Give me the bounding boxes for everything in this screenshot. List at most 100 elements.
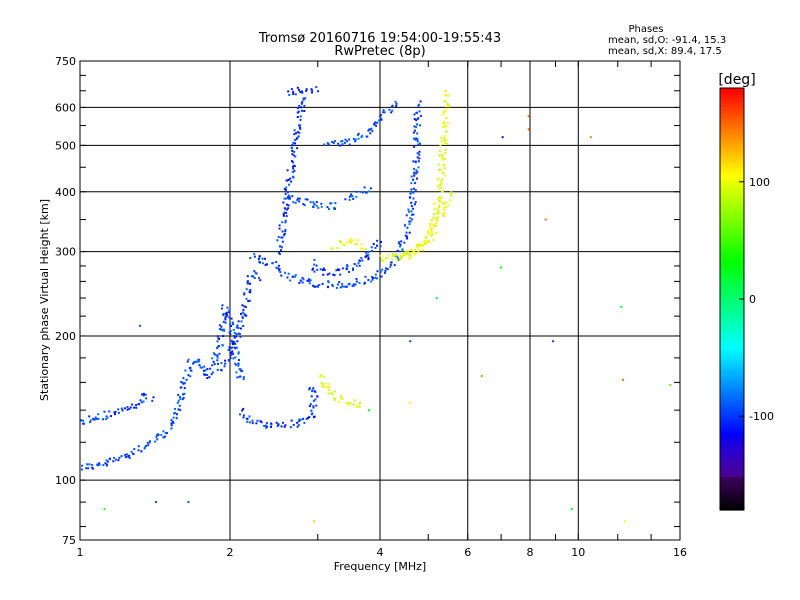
echo-point xyxy=(395,102,398,105)
echo-point xyxy=(86,463,89,466)
echo-point xyxy=(412,250,415,253)
echo-point xyxy=(197,358,200,361)
colorbar-segment xyxy=(720,134,744,138)
echo-point xyxy=(427,230,430,233)
colorbar-segment xyxy=(720,479,744,483)
colorbar-segment xyxy=(720,228,744,232)
echo-point xyxy=(352,283,355,286)
echo-point xyxy=(202,369,205,372)
echo-point xyxy=(439,144,442,147)
echo-point xyxy=(265,426,268,429)
echo-point xyxy=(212,360,215,363)
echo-point xyxy=(334,140,337,142)
echo-point xyxy=(193,361,196,364)
scatter-point xyxy=(480,374,483,377)
echo-point xyxy=(333,390,336,393)
echo-point xyxy=(320,382,323,385)
echo-point xyxy=(244,314,246,317)
echo-point xyxy=(213,353,216,356)
echo-point xyxy=(311,268,314,271)
echo-point xyxy=(447,122,449,125)
echo-point xyxy=(308,405,311,408)
echo-point xyxy=(379,245,382,248)
scatter-point xyxy=(527,128,530,131)
echo-point xyxy=(305,418,308,421)
scatter-point xyxy=(570,508,573,511)
echo-point xyxy=(264,424,267,427)
colorbar-segment xyxy=(720,167,744,171)
echo-point xyxy=(393,264,396,267)
colorbar-segment xyxy=(720,261,744,265)
echo-point xyxy=(443,206,446,209)
echo-point xyxy=(433,213,436,215)
echo-point xyxy=(278,268,281,271)
echo-point xyxy=(436,217,439,220)
echo-point xyxy=(353,263,356,265)
echo-point xyxy=(433,225,436,228)
echo-point xyxy=(97,417,100,420)
echo-point xyxy=(118,456,121,459)
echo-point xyxy=(340,395,342,398)
echo-point xyxy=(359,190,362,193)
colorbar-segment xyxy=(720,430,744,434)
colorbar-segment xyxy=(720,102,744,106)
echo-point xyxy=(391,104,394,107)
echo-point xyxy=(397,249,400,252)
colorbar-segment xyxy=(720,357,744,361)
echo-point xyxy=(149,440,151,443)
echo-point xyxy=(341,397,344,400)
echo-point xyxy=(371,278,374,281)
colorbar: 100 0 -100 xyxy=(719,87,774,511)
echo-point xyxy=(82,419,85,422)
echo-point xyxy=(285,186,288,189)
echo-point xyxy=(395,105,398,107)
echo-point xyxy=(108,458,111,460)
echo-point xyxy=(360,136,363,138)
echo-point xyxy=(332,273,335,276)
echo-point xyxy=(277,264,280,267)
echo-point xyxy=(146,441,149,444)
echo-point xyxy=(326,142,329,144)
echo-point xyxy=(166,432,168,435)
echo-point xyxy=(148,441,151,444)
echo-point xyxy=(120,407,123,410)
echo-point xyxy=(296,116,299,118)
echo-point xyxy=(418,150,421,153)
echo-point xyxy=(443,215,446,218)
colorbar-segment xyxy=(720,137,744,141)
echo-point xyxy=(445,143,448,145)
echo-point xyxy=(248,282,251,285)
echo-point xyxy=(178,404,181,407)
echo-point xyxy=(392,255,395,258)
echo-point xyxy=(443,174,446,177)
echo-point xyxy=(292,161,295,164)
echo-point xyxy=(445,117,448,119)
echo-point xyxy=(301,91,304,94)
echo-point xyxy=(281,240,284,243)
echo-point xyxy=(182,377,185,379)
colorbar-tick-label: -100 xyxy=(749,410,774,423)
colorbar-segment xyxy=(720,486,744,490)
echo-point xyxy=(243,305,246,308)
echo-point xyxy=(241,315,244,318)
echo-point xyxy=(440,186,443,189)
echo-point xyxy=(343,141,346,144)
echo-point xyxy=(92,467,95,470)
echo-point xyxy=(310,409,313,412)
echo-point xyxy=(126,408,129,411)
echo-point xyxy=(355,190,358,193)
echo-point xyxy=(312,387,315,390)
echo-point xyxy=(405,253,408,256)
echo-point xyxy=(105,463,108,466)
echo-point xyxy=(283,197,286,200)
colorbar-segment xyxy=(720,484,744,488)
colorbar-segment xyxy=(720,188,744,192)
echo-point xyxy=(179,397,182,400)
echo-point xyxy=(294,155,297,158)
echo-point xyxy=(319,268,322,271)
echo-point xyxy=(415,169,418,172)
colorbar-segment xyxy=(720,144,744,148)
colorbar-segment xyxy=(720,207,744,211)
echo-point xyxy=(291,160,293,163)
echo-point xyxy=(432,216,435,219)
